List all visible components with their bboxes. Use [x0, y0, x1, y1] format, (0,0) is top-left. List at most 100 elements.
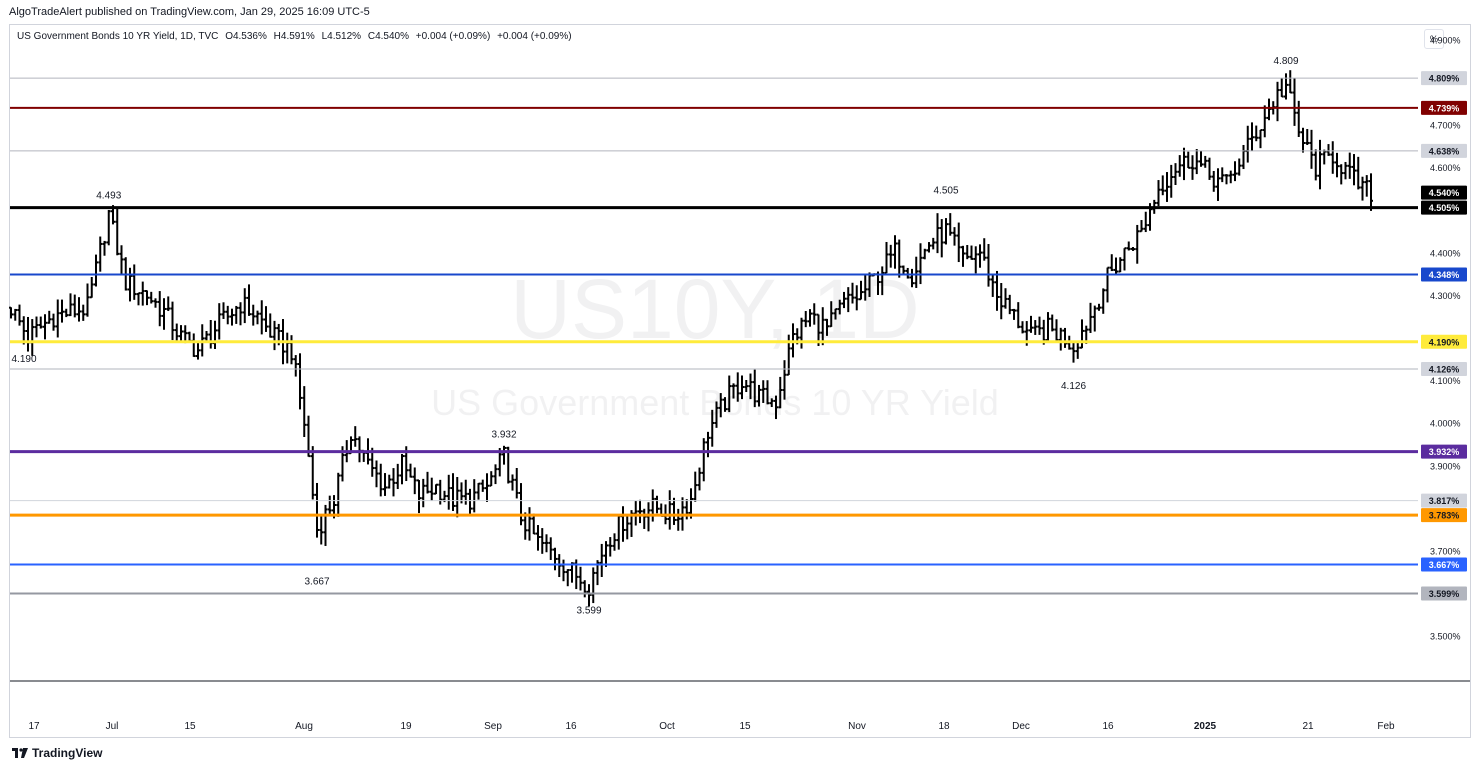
- ohlc-bar: [1254, 125, 1259, 142]
- ohlc-bar: [1343, 161, 1348, 180]
- legend-change-percent: +0.004 (+0.09%): [497, 31, 572, 42]
- ohlc-bar: [939, 219, 944, 258]
- y-tick-label: 4.900%: [1430, 35, 1461, 45]
- level-badge: 4.638%: [1429, 146, 1460, 156]
- ohlc-bar: [476, 482, 481, 500]
- ohlc-bar: [553, 547, 557, 571]
- ohlc-bar: [842, 291, 846, 309]
- ohlc-bar: [1186, 151, 1191, 169]
- ohlc-bar: [1267, 98, 1271, 121]
- ohlc-bar: [446, 474, 451, 510]
- ohlc-bar: [1250, 122, 1254, 151]
- level-badge-bg: [1421, 100, 1467, 115]
- ohlc-bar: [374, 460, 379, 488]
- y-tick-label: 4.400%: [1430, 248, 1461, 258]
- level-badge: 4.739%: [1429, 103, 1460, 113]
- price-annotation: 4.190: [11, 354, 36, 365]
- legend-open: O4.536%: [225, 31, 267, 42]
- ohlc-bar: [1177, 155, 1182, 177]
- ohlc-bar: [102, 240, 107, 256]
- ohlc-bar: [744, 380, 749, 393]
- price-annotation: 4.126: [1061, 381, 1086, 392]
- x-tick-label: Oct: [659, 721, 675, 732]
- ohlc-bar: [1122, 247, 1127, 271]
- ohlc-bar: [1054, 319, 1059, 342]
- ohlc-bar: [174, 323, 179, 342]
- ohlc-bar: [1182, 147, 1186, 181]
- ohlc-bar: [1352, 154, 1356, 186]
- ohlc-bar: [752, 369, 757, 408]
- ohlc-bar: [1007, 294, 1012, 315]
- ohlc-bar: [13, 308, 18, 321]
- ohlc-bar: [854, 285, 859, 311]
- ohlc-bar: [778, 376, 783, 409]
- level-badge-bg: [1421, 200, 1467, 215]
- ohlc-bar: [965, 245, 970, 260]
- ohlc-bar: [1169, 164, 1174, 198]
- ohlc-bar: [1335, 152, 1339, 178]
- ohlc-bar: [1101, 288, 1106, 314]
- ohlc-bar: [1356, 156, 1361, 190]
- ohlc-bar: [1203, 155, 1208, 168]
- ohlc-bar: [1284, 73, 1288, 100]
- ohlc-bar: [676, 508, 681, 531]
- level-badge: 3.932%: [1429, 447, 1460, 457]
- ohlc-bar: [612, 533, 617, 551]
- ohlc-bar: [251, 304, 256, 326]
- percent-scale-button[interactable]: %: [1424, 29, 1444, 49]
- ohlc-bar: [1245, 125, 1250, 163]
- ohlc-bar: [982, 238, 987, 261]
- ohlc-bar: [599, 543, 604, 578]
- x-tick-label: Feb: [1377, 721, 1395, 732]
- ohlc-bar: [106, 209, 111, 246]
- ohlc-bar: [387, 474, 392, 489]
- y-tick-label: 4.600%: [1430, 163, 1461, 173]
- ohlc-bar: [922, 248, 927, 260]
- ohlc-bar: [693, 471, 698, 502]
- level-badge-bg: [1421, 334, 1467, 349]
- ohlc-bar: [77, 297, 81, 322]
- ohlc-bar: [485, 473, 489, 503]
- ohlc-bar: [1050, 314, 1055, 332]
- ohlc-bar: [60, 299, 64, 323]
- ohlc-bar: [85, 283, 90, 317]
- series-legend: US Government Bonds 10 YR Yield, 1D, TVC…: [17, 31, 576, 42]
- ohlc-bar: [880, 266, 885, 296]
- ohlc-bar: [697, 467, 702, 491]
- ohlc-bar: [327, 495, 332, 517]
- ohlc-bar: [591, 567, 596, 604]
- ohlc-bar: [38, 316, 43, 329]
- ohlc-bar: [1037, 316, 1042, 335]
- level-badge-bg: [1421, 267, 1467, 282]
- ohlc-bar: [1033, 320, 1038, 335]
- ohlc-bar: [238, 302, 243, 326]
- ohlc-bar: [30, 319, 35, 356]
- ohlc-bar: [1330, 141, 1335, 174]
- ohlc-bar: [731, 383, 736, 399]
- ohlc-bar: [412, 467, 417, 495]
- ohlc-bar: [1275, 81, 1280, 122]
- ohlc-bar: [502, 445, 506, 465]
- ohlc-bar: [803, 311, 808, 328]
- ohlc-bar: [621, 506, 625, 542]
- ohlc-bar: [1088, 302, 1093, 333]
- ohlc-bar: [935, 213, 940, 254]
- x-tick-label: 17: [28, 721, 40, 732]
- ohlc-bar: [51, 313, 56, 331]
- ohlc-bar: [221, 302, 226, 319]
- ohlc-bar: [578, 566, 583, 591]
- ohlc-bar: [820, 307, 825, 346]
- ohlc-bar: [196, 343, 200, 360]
- ohlc-bar: [735, 372, 740, 402]
- x-tick-label: 16: [565, 721, 577, 732]
- ohlc-bar: [914, 256, 919, 288]
- ohlc-bar: [234, 305, 239, 324]
- tradingview-logo: TradingView: [12, 746, 102, 760]
- ohlc-bar: [306, 415, 311, 458]
- ohlc-bar: [1016, 302, 1021, 329]
- ohlc-bar: [1258, 128, 1263, 149]
- level-badge: 3.599%: [1429, 589, 1460, 599]
- level-badge-bg: [1421, 508, 1467, 523]
- legend-low: L4.512%: [321, 31, 362, 42]
